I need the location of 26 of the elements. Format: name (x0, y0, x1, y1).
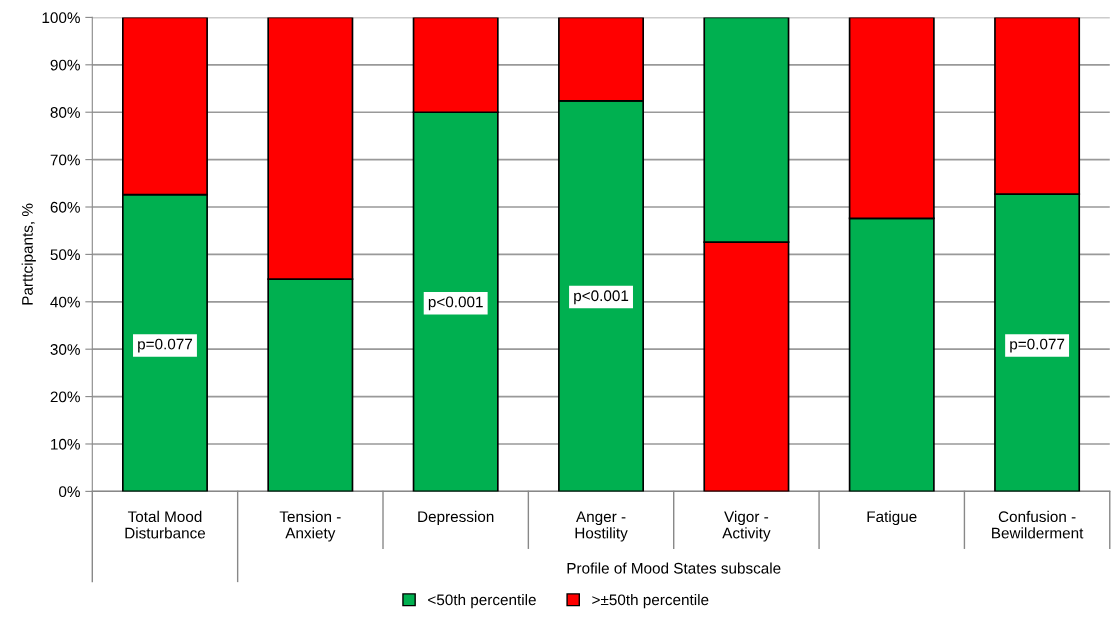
y-tick-label: 80% (50, 107, 80, 118)
y-tick-label: 40% (50, 296, 80, 308)
legend-label: <50th percentile (428, 594, 536, 609)
y-tick-label: 100% (42, 12, 80, 24)
y-tick-label: 30% (50, 344, 80, 355)
x-tick-label: Vigor - Activity (722, 510, 771, 542)
y-axis-title: Parttcipants, % (21, 203, 36, 305)
x-tick-label: Fatigue (867, 510, 917, 526)
x-axis-title: Profile of Mood States subscale (567, 562, 781, 574)
x-tick-label: Anger - Hostility (575, 511, 628, 542)
x-tick-label: Total Mood Disturbance (125, 510, 206, 539)
y-tick-label: 10% (51, 438, 80, 450)
y-tick-label: 60% (50, 201, 80, 213)
annotation: p=0.077 (138, 338, 193, 353)
y-tick-label: 70% (50, 154, 80, 166)
annotation: p=0.077 (1010, 338, 1065, 353)
legend-label: >±50th percentile (592, 594, 709, 609)
x-tick-label: Tension - Anxiety (279, 510, 341, 542)
y-tick-label: 50% (50, 249, 80, 261)
x-tick-label: Depression (418, 510, 494, 526)
y-tick-label: 20% (50, 391, 80, 403)
annotation: p<0.001 (574, 290, 629, 305)
annotation: p<0.001 (428, 296, 483, 311)
x-tick-label: Confusion - Bewilderment (992, 510, 1084, 539)
y-tick-label: 0% (59, 486, 80, 498)
y-tick-label: 90% (50, 59, 80, 71)
